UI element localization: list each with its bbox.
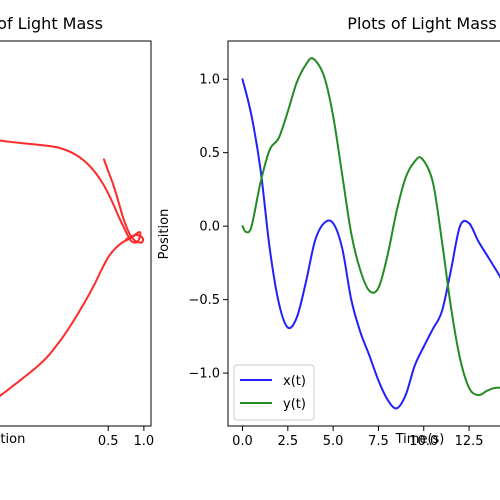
phase-plot-x-axis-label: Position xyxy=(0,432,25,447)
time-x-tick-label: 7.5 xyxy=(368,434,389,449)
time-y-tick-label: 0.0 xyxy=(199,220,220,235)
time-plot-y-axis-label: Position xyxy=(157,209,172,260)
phase-series-line-0 xyxy=(0,139,142,398)
time-plot-frame xyxy=(227,40,500,427)
legend-label-y: y(t) xyxy=(283,397,306,412)
phase-x-tick-label: 0.5 xyxy=(98,434,119,449)
time-x-tick-label: 12.5 xyxy=(455,434,484,449)
time-series-line-1 xyxy=(241,57,500,397)
time-x-tick-label: 0.0 xyxy=(232,434,253,449)
time-y-tick-label: 0.5 xyxy=(199,146,220,161)
time-x-tick-label: 2.5 xyxy=(277,434,298,449)
legend: x(t) y(t) xyxy=(233,364,315,421)
time-y-tick-label: −1.0 xyxy=(188,367,220,382)
time-plot-title: Plots of Light Mass xyxy=(347,14,496,33)
time-plot: Plots of Light Mass 0.0 2.5 5.0 7.5 10.0 12.5… xyxy=(157,14,500,449)
phase-series-line-1 xyxy=(102,158,145,244)
time-y-tick-label: 1.0 xyxy=(199,73,220,88)
time-plot-x-axis-label: Time(s) xyxy=(395,432,445,447)
phase-x-tick-label: 1.0 xyxy=(134,434,155,449)
phase-plot-frame xyxy=(0,40,152,427)
legend-frame xyxy=(233,364,315,421)
phase-plot-title: Phase Plot of Light Mass xyxy=(0,14,103,33)
time-y-tick-label: −0.5 xyxy=(188,293,220,308)
time-x-tick-label: 5.0 xyxy=(323,434,344,449)
phase-plot: Phase Plot of Light Mass 0.5 1.0 Position xyxy=(0,14,154,449)
legend-label-x: x(t) xyxy=(283,374,306,389)
time-x-tick-label: 10.0 xyxy=(409,434,438,449)
time-series-line-0 xyxy=(241,78,500,410)
